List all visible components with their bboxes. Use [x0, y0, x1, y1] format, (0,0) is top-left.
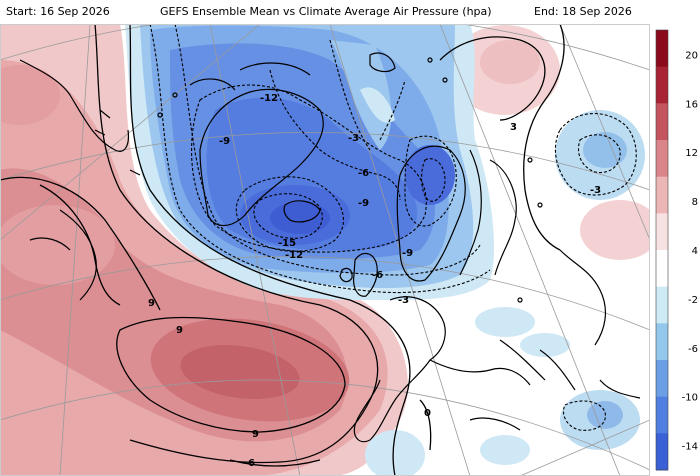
start-date: Start: 16 Sep 2026 [6, 5, 110, 18]
colorbar-tick-label: -14 [682, 442, 698, 453]
coastlines [19, 52, 641, 443]
contour-labels: -12 -9 -3 -6 -9 -15 -12 -9 -6 -3 -3 9 9 … [148, 93, 601, 469]
colorbar-swatch [656, 286, 668, 324]
contour-label: -3 [590, 185, 601, 196]
contour-label: -9 [358, 198, 369, 209]
colorbar-swatch [656, 396, 668, 434]
colorbar-swatch [656, 323, 668, 361]
colorbar-tick-label: -2 [688, 295, 698, 306]
map-title: GEFS Ensemble Mean vs Climate Average Ai… [160, 5, 492, 18]
colorbar-tick-label: 20 [685, 50, 698, 61]
pressure-anomaly-map: -12 -9 -3 -6 -9 -15 -12 -9 -6 -3 -3 9 9 … [0, 24, 650, 476]
colorbar-swatch [656, 140, 668, 178]
contour-label: -9 [402, 248, 413, 259]
colorbar-swatch [656, 213, 668, 251]
contour-label: -6 [358, 168, 369, 179]
contour-label: -9 [219, 136, 230, 147]
colorbar-swatch [656, 30, 668, 68]
colorbar-legend: 20 16 12 8 4 -2 -6 -10 -14 [655, 29, 698, 471]
contour-label: 0 [424, 408, 431, 419]
contour-label: 9 [252, 429, 259, 440]
positive-contours [0, 24, 565, 476]
contour-label: -3 [348, 133, 359, 144]
contour-label: 9 [176, 325, 183, 336]
colorbar-tick-label: 8 [692, 197, 698, 208]
end-date: End: 18 Sep 2026 [534, 5, 632, 18]
contour-label: -3 [398, 295, 409, 306]
colorbar-swatch [656, 250, 668, 288]
colorbar-swatch [656, 103, 668, 141]
contour-label: -12 [285, 250, 303, 261]
lat-lon-grid [0, 24, 650, 476]
colorbar-swatch [656, 66, 668, 104]
contour-label: 6 [248, 458, 255, 469]
colorbar-swatch [656, 176, 668, 214]
colorbar-tick-label: 12 [685, 148, 698, 159]
colorbar-tick-label: -6 [688, 344, 698, 355]
contour-label: -15 [278, 238, 296, 249]
colorbar-tick-label: 4 [692, 246, 698, 257]
colorbar-frame [655, 29, 669, 471]
colorbar-tick-label: -10 [682, 393, 698, 404]
colorbar-swatch [656, 433, 668, 471]
negative-contours [149, 24, 637, 431]
colorbar-swatch [656, 360, 668, 398]
contour-label: 9 [148, 298, 155, 309]
contour-label: -6 [372, 270, 383, 281]
positive-anomaly-shading [0, 24, 650, 476]
map-header: Start: 16 Sep 2026 GEFS Ensemble Mean vs… [0, 0, 700, 24]
contour-label: 3 [510, 122, 517, 133]
contour-label: -12 [260, 93, 278, 104]
colorbar-tick-label: 16 [685, 99, 698, 110]
